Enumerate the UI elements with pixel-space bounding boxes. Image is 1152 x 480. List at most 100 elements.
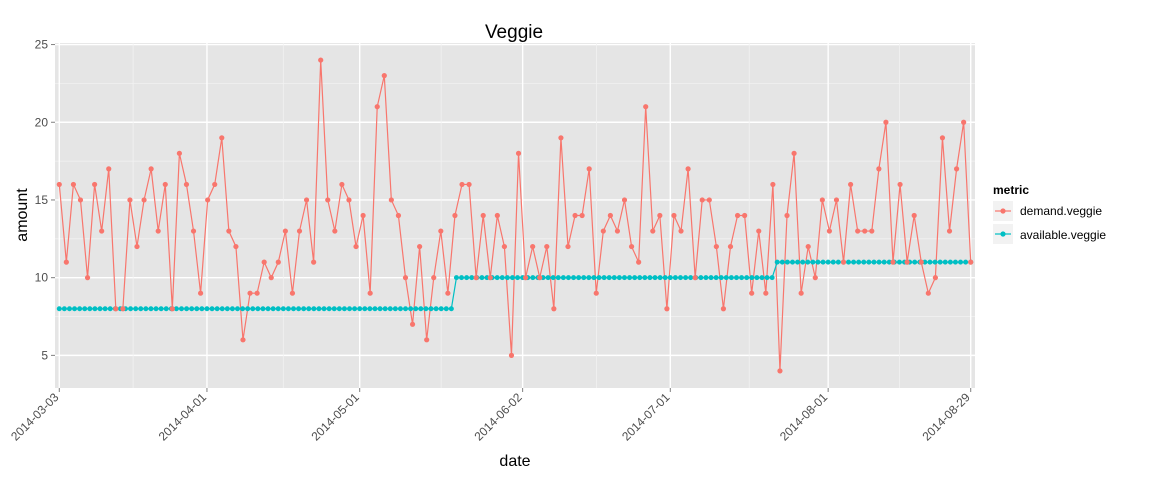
available-point (677, 275, 683, 281)
demand-point (614, 228, 621, 234)
available-point (316, 306, 322, 312)
available-point (937, 259, 943, 265)
demand-point (240, 337, 246, 343)
available-point (683, 275, 689, 281)
demand-point (388, 197, 394, 203)
available-point (433, 306, 439, 312)
available-point (565, 275, 571, 281)
available-point (107, 306, 113, 312)
demand-point (296, 228, 303, 234)
available-point (285, 306, 291, 312)
demand-point (70, 181, 77, 188)
available-point (667, 275, 673, 281)
available-point (963, 259, 969, 265)
available-point (703, 275, 709, 281)
demand-point (515, 150, 522, 156)
demand-point (346, 197, 352, 203)
available-point (77, 306, 83, 312)
available-point (459, 275, 465, 281)
demand-point (508, 352, 515, 358)
demand-point (487, 275, 493, 281)
demand-point (699, 197, 705, 203)
available-point (382, 306, 388, 312)
y-tick-label: 25 (35, 38, 49, 52)
demand-point (367, 290, 373, 296)
demand-point (318, 57, 324, 63)
available-point (830, 259, 836, 265)
x-tick-label: 2014-05-01 (309, 390, 363, 444)
available-point (234, 306, 240, 312)
available-point (362, 306, 368, 312)
available-point (341, 306, 347, 312)
demand-point (148, 166, 154, 172)
available-point (698, 275, 704, 281)
demand-point (593, 290, 599, 296)
available-point (739, 275, 745, 281)
chart-title: Veggie (485, 22, 543, 43)
available-point (571, 275, 577, 281)
demand-point (558, 135, 564, 141)
demand-point (876, 166, 882, 172)
available-point (189, 306, 195, 312)
available-point (545, 275, 551, 281)
demand-point (466, 181, 472, 188)
demand-point (360, 212, 366, 219)
available-point (479, 275, 485, 281)
available-point (876, 259, 882, 265)
available-point (728, 275, 734, 281)
legend-key-demand (993, 201, 1013, 221)
demand-point (445, 290, 451, 296)
demand-point (953, 166, 960, 172)
demand-point (480, 212, 486, 219)
available-point (805, 259, 811, 265)
demand-point (332, 228, 338, 234)
available-point (372, 306, 378, 312)
available-point (296, 306, 302, 312)
demand-point (621, 197, 628, 203)
available-point (92, 306, 98, 312)
available-point (851, 259, 857, 265)
available-point (66, 306, 72, 312)
available-point (128, 306, 134, 312)
available-point (632, 275, 638, 281)
available-point (250, 306, 256, 312)
demand-point (819, 197, 825, 203)
available-point (397, 306, 403, 312)
demand-point (968, 259, 974, 265)
demand-point (155, 228, 161, 234)
available-point (810, 259, 816, 265)
available-point (820, 259, 826, 265)
available-point (627, 275, 633, 281)
demand-point (452, 212, 458, 219)
available-point (336, 306, 342, 312)
available-point (229, 306, 235, 312)
demand-point (402, 275, 409, 281)
available-point (153, 306, 159, 312)
available-point (280, 306, 286, 312)
demand-point (494, 212, 500, 219)
demand-point (607, 212, 613, 219)
available-point (504, 275, 510, 281)
available-point (958, 259, 964, 265)
available-point (596, 275, 602, 281)
available-point (952, 259, 958, 265)
available-point (56, 306, 62, 312)
available-point (606, 275, 612, 281)
demand-point (932, 275, 938, 281)
demand-point (579, 212, 585, 219)
demand-point (395, 212, 402, 219)
demand-point (353, 243, 359, 250)
available-point (352, 306, 358, 312)
demand-point (431, 275, 437, 281)
demand-point (798, 290, 804, 296)
demand-point (84, 275, 91, 281)
available-point (795, 259, 801, 265)
available-point (932, 259, 938, 265)
available-point (723, 275, 729, 281)
available-point (922, 259, 928, 265)
available-point (448, 306, 454, 312)
y-tick-label: 5 (41, 348, 48, 362)
x-axis-title: date (499, 453, 530, 470)
demand-point (742, 212, 748, 219)
